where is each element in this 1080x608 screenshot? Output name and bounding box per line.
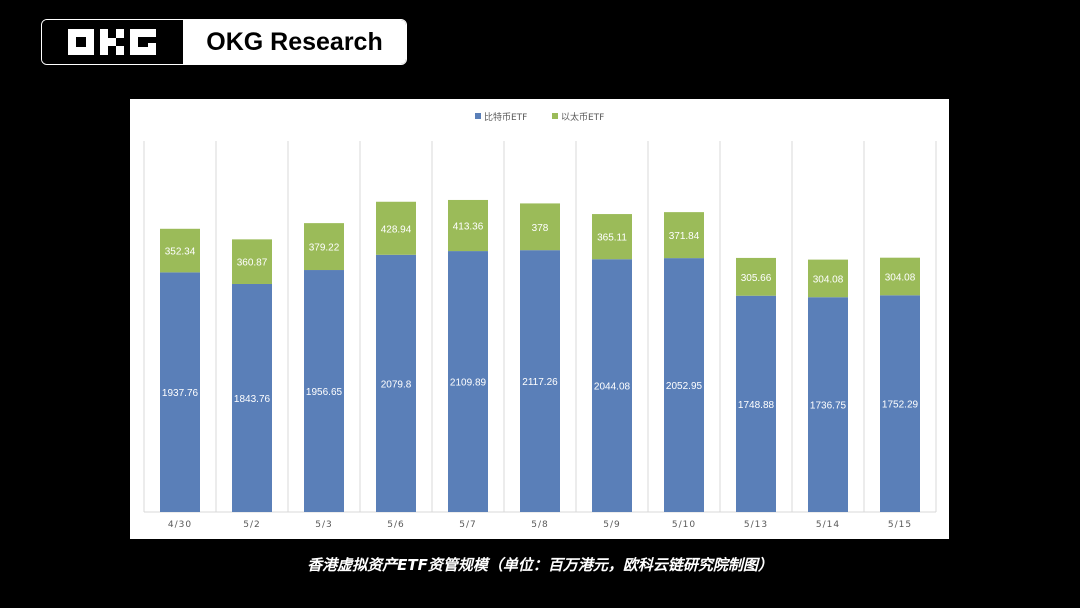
- x-tick-label: 5/10: [672, 520, 696, 530]
- data-label-0-10: 1752.29: [882, 400, 919, 411]
- data-label-1-2: 379.22: [309, 243, 340, 254]
- x-tick-label: 5/3: [315, 520, 332, 530]
- okg-logo-mark: [42, 20, 183, 64]
- bar-0-10: [880, 295, 920, 512]
- data-label-0-1: 1843.76: [234, 394, 271, 405]
- data-label-0-4: 2109.89: [450, 378, 487, 389]
- bar-0-5: [520, 250, 560, 512]
- bar-0-9: [808, 297, 848, 512]
- bar-0-4: [448, 251, 488, 512]
- data-label-1-9: 304.08: [813, 274, 844, 285]
- x-tick-label: 4/30: [168, 520, 192, 530]
- brand-name: OKG Research: [183, 20, 406, 64]
- bar-1-4: [448, 199, 488, 252]
- bar-1-5: [520, 203, 560, 251]
- chart-panel: 比特币ETF 以太币ETF 1937.76 352.34 4/30 1843.76 360.…: [130, 99, 949, 539]
- legend-swatch-0: [475, 113, 481, 119]
- x-tick-label: 5/9: [603, 520, 620, 530]
- x-tick-label: 5/13: [744, 520, 768, 530]
- data-label-1-4: 413.36: [453, 222, 484, 233]
- bar-1-1: [232, 239, 272, 284]
- bar-0-3: [376, 254, 416, 512]
- data-label-0-8: 1748.88: [738, 400, 775, 411]
- data-label-0-5: 2117.26: [522, 377, 558, 388]
- data-label-1-10: 304.08: [885, 272, 916, 283]
- x-tick-label: 5/14: [816, 520, 840, 530]
- bar-0-2: [304, 270, 344, 512]
- data-label-1-5: 378: [532, 223, 549, 234]
- bar-1-9: [808, 259, 848, 298]
- bar-1-3: [376, 201, 416, 255]
- bar-1-6: [592, 214, 632, 260]
- chart-caption: 香港虚拟资产ETF资管规模（单位：百万港元，欧科云链研究院制图）: [307, 556, 773, 574]
- bar-0-0: [160, 272, 200, 512]
- bar-1-0: [160, 228, 200, 273]
- data-label-1-3: 428.94: [381, 224, 412, 235]
- data-label-0-2: 1956.65: [306, 387, 343, 398]
- data-label-1-1: 360.87: [237, 258, 268, 269]
- legend-swatch-1: [552, 113, 558, 119]
- data-label-0-7: 2052.95: [666, 381, 703, 392]
- okg-research-logo: OKG Research: [41, 19, 407, 65]
- data-label-1-0: 352.34: [165, 247, 196, 258]
- data-label-1-7: 371.84: [669, 231, 700, 242]
- x-tick-label: 5/8: [531, 520, 548, 530]
- bar-0-6: [592, 259, 632, 512]
- stacked-bar-chart: 比特币ETF 以太币ETF 1937.76 352.34 4/30 1843.76 360.…: [143, 111, 937, 530]
- bar-0-7: [664, 258, 704, 512]
- bar-0-8: [736, 295, 776, 512]
- bar-1-2: [304, 223, 344, 271]
- data-label-0-9: 1736.75: [810, 401, 847, 412]
- bar-1-8: [736, 257, 776, 296]
- legend-label-1: 以太币ETF: [561, 111, 604, 123]
- data-label-0-6: 2044.08: [594, 382, 631, 393]
- data-label-1-8: 305.66: [741, 273, 772, 284]
- data-label-0-3: 2079.8: [381, 379, 412, 390]
- bar-0-1: [232, 283, 272, 512]
- legend-label-0: 比特币ETF: [484, 111, 527, 123]
- x-tick-label: 5/2: [243, 520, 260, 530]
- bar-1-10: [880, 257, 920, 296]
- data-label-0-0: 1937.76: [162, 388, 199, 399]
- data-label-1-6: 365.11: [597, 233, 627, 244]
- okg-logo-icon: [67, 29, 156, 55]
- x-tick-label: 5/15: [888, 520, 912, 530]
- x-tick-label: 5/6: [387, 520, 404, 530]
- bar-1-7: [664, 212, 704, 259]
- x-tick-label: 5/7: [459, 520, 476, 530]
